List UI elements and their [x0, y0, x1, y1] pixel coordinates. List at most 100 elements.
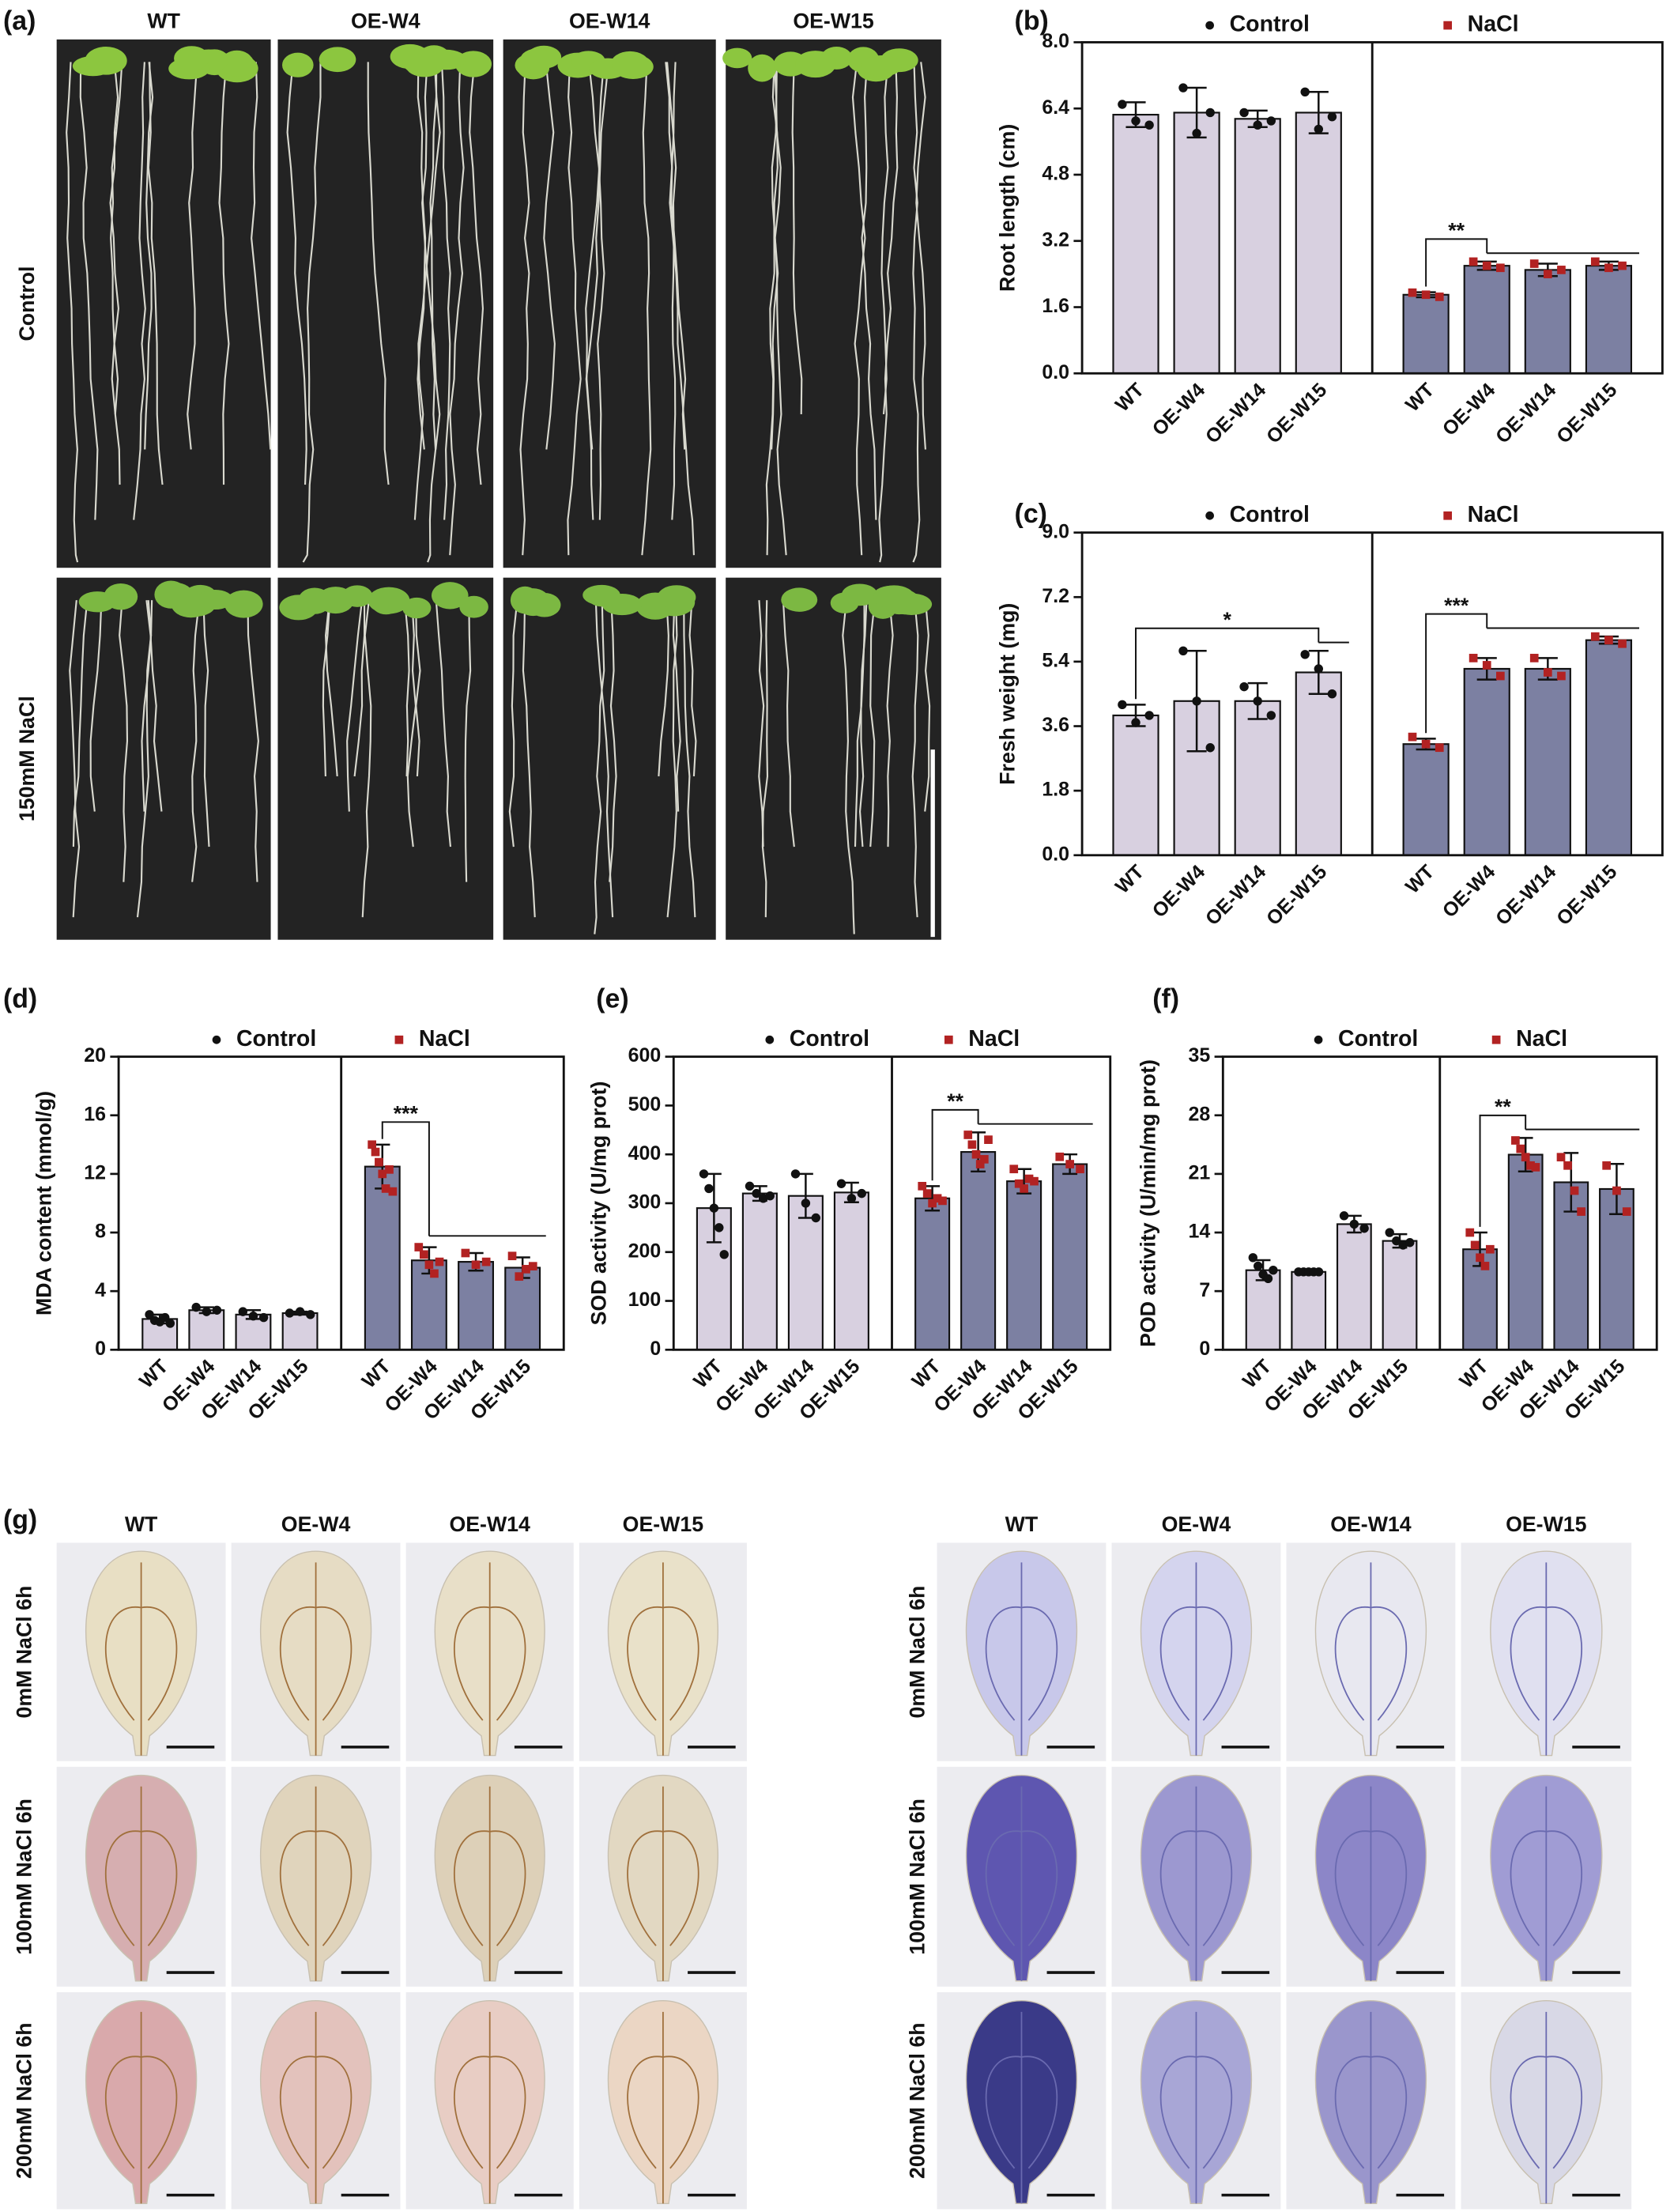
column-label: OE-W4	[1162, 1512, 1231, 1536]
data-point	[1239, 681, 1249, 692]
leaf	[157, 583, 194, 607]
leaf	[224, 590, 263, 618]
leaf-photo	[231, 1991, 401, 2210]
leaf-photo	[405, 1766, 574, 1987]
leaf-photo	[56, 1542, 226, 1761]
data-point	[758, 1194, 768, 1203]
root	[421, 62, 441, 450]
root	[464, 600, 472, 882]
significance-bracket	[1135, 627, 1320, 700]
legend-marker	[1491, 1035, 1501, 1044]
root	[187, 62, 198, 450]
y-tick-label: 200	[628, 1240, 662, 1262]
bar	[1382, 1240, 1418, 1351]
data-point	[1327, 111, 1337, 122]
leaf-photo	[1111, 1542, 1281, 1761]
x-tick-label: OE-W4	[1438, 379, 1500, 440]
data-point	[846, 1194, 857, 1203]
column-label: OE-W14	[569, 9, 650, 33]
bar	[1295, 111, 1342, 375]
leaf	[197, 589, 233, 610]
data-point	[1604, 636, 1613, 645]
data-point	[963, 1131, 973, 1139]
data-point	[461, 1248, 470, 1258]
root	[251, 62, 272, 450]
data-point	[435, 1257, 444, 1266]
leaf	[432, 582, 469, 610]
root	[322, 600, 331, 777]
root	[688, 600, 697, 777]
leaf	[371, 590, 402, 615]
data-point	[1359, 1224, 1369, 1233]
leaf-photo	[1111, 1766, 1281, 1987]
column-label: OE-W4	[351, 9, 420, 33]
bar	[914, 1197, 951, 1351]
root	[133, 62, 146, 520]
data-point	[1470, 1240, 1480, 1250]
y-axis-label: Root length (cm)	[995, 124, 1019, 292]
data-point	[1590, 632, 1600, 641]
data-point	[1557, 266, 1566, 274]
leaf	[85, 47, 127, 75]
leaf-photo	[1286, 1766, 1456, 1987]
root	[346, 600, 364, 812]
legend-label: Control	[1230, 502, 1310, 527]
legend-label: NaCl	[419, 1026, 470, 1051]
root	[286, 62, 307, 485]
row-label: Control	[15, 266, 39, 342]
data-point	[1385, 1228, 1394, 1237]
legend-label: NaCl	[1516, 1026, 1567, 1051]
y-tick-label: 3.2	[1042, 228, 1069, 251]
data-point	[528, 1262, 537, 1271]
x-tick-label: OE-W14	[1491, 379, 1560, 447]
legend-label: Control	[1230, 12, 1310, 37]
data-point	[165, 1319, 175, 1328]
column-label: OE-W14	[1330, 1512, 1412, 1536]
root	[758, 600, 765, 847]
bar	[1234, 118, 1281, 375]
bar	[833, 1191, 869, 1351]
leaf	[520, 48, 555, 70]
data-point	[1543, 270, 1552, 278]
leaf-vein	[1510, 1562, 1582, 1756]
leaf	[657, 585, 696, 610]
significance-bracket	[1425, 613, 1488, 734]
x-tick-label: WT	[689, 1355, 726, 1392]
leaf-photo	[579, 1991, 747, 2210]
y-tick-label: 100	[628, 1289, 662, 1311]
data-point	[1602, 1161, 1611, 1170]
bar	[504, 1266, 541, 1351]
data-point	[1253, 120, 1262, 130]
leaf-photo	[231, 1766, 401, 1987]
leaf-vein	[1334, 1786, 1408, 1981]
data-point	[1327, 689, 1337, 699]
leaf	[510, 586, 540, 614]
leaf	[781, 587, 818, 612]
y-tick-label: 35	[1189, 1044, 1211, 1066]
bar	[1524, 269, 1571, 375]
root	[508, 600, 518, 847]
data-point	[1521, 1153, 1530, 1162]
bar	[1291, 1270, 1327, 1351]
leaf	[601, 593, 643, 616]
seedling-photo	[277, 577, 494, 940]
data-point	[752, 1188, 761, 1198]
x-tick-label: OE-W14	[1201, 861, 1270, 930]
bar	[1402, 293, 1450, 375]
data-point	[975, 1160, 985, 1168]
root	[109, 62, 121, 485]
root	[669, 62, 696, 556]
significance-bracket	[1479, 1114, 1527, 1227]
data-point	[471, 1260, 481, 1270]
data-point	[1339, 1211, 1349, 1221]
data-point	[381, 1184, 390, 1193]
y-tick-label: 28	[1189, 1103, 1211, 1125]
significance-bracket	[381, 1121, 430, 1236]
data-point	[1529, 259, 1539, 268]
data-point	[375, 1157, 383, 1167]
y-tick-label: 20	[84, 1044, 106, 1066]
bar	[1234, 700, 1281, 856]
leaf-vein	[104, 1786, 178, 1981]
leaf	[795, 51, 836, 78]
leaf-vein	[454, 1786, 526, 1981]
